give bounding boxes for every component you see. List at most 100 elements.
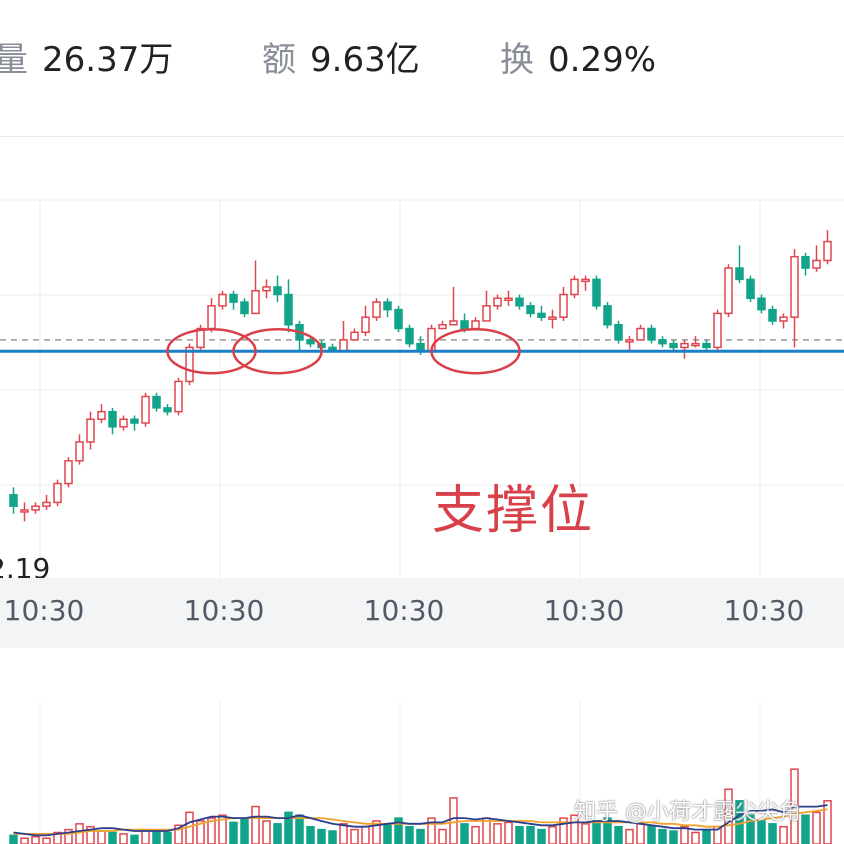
candle-body <box>526 305 535 315</box>
candle-body <box>779 316 788 322</box>
time-tick-label: 10:30 <box>3 594 85 627</box>
candle-body <box>405 327 414 345</box>
volume-bar <box>471 825 480 844</box>
candle-body <box>174 380 183 413</box>
turnover-label: 换 <box>500 40 534 80</box>
time-axis: 10:30 10:30 10:30 10:30 10:30 <box>0 578 844 648</box>
candle-body <box>251 289 260 315</box>
candle-body <box>31 505 40 511</box>
volume-bar <box>207 817 216 844</box>
candles <box>9 230 832 522</box>
candle-body <box>141 395 150 424</box>
volume-bar <box>174 824 183 844</box>
candle-body <box>240 301 249 315</box>
candle-body <box>614 323 623 341</box>
support-circle <box>232 327 323 375</box>
volume-bar <box>20 837 29 844</box>
candle-body <box>746 278 755 300</box>
amount-label: 额 <box>262 40 296 80</box>
candle-body <box>713 312 722 349</box>
moving-average-lines <box>13 804 828 837</box>
volume-bar <box>746 814 755 844</box>
candle-body <box>64 460 73 485</box>
candle-body <box>570 278 579 296</box>
volume-bar <box>284 811 293 844</box>
candle-body <box>207 305 216 330</box>
volume-bar <box>504 821 513 844</box>
turnover-value: 0.29% <box>548 40 657 80</box>
volume-bar <box>636 823 645 844</box>
volume-bar <box>306 825 315 844</box>
candle-body <box>603 305 612 326</box>
time-tick-label: 10:30 <box>543 594 625 627</box>
candle-body <box>724 267 733 315</box>
volume-bar <box>537 828 546 844</box>
volume-bar <box>647 825 656 844</box>
candle-body <box>438 323 447 330</box>
candle-body <box>108 410 117 428</box>
volume-bar <box>482 817 491 844</box>
candle-body <box>42 501 51 507</box>
volume-bar <box>801 814 810 844</box>
volume-stat: 量 26.37万 <box>0 36 173 84</box>
volume-bar <box>218 814 227 844</box>
volume-bar <box>361 825 370 844</box>
volume-bar <box>526 825 535 844</box>
candle-body <box>339 339 348 352</box>
volume-bar <box>658 828 667 844</box>
volume-bar <box>75 823 84 844</box>
candle-body <box>163 407 172 413</box>
candle-body <box>537 312 546 318</box>
candle-body <box>768 308 777 322</box>
volume-label: 量 <box>0 40 28 80</box>
time-tick-label: 10:30 <box>363 594 445 627</box>
volume-bar <box>350 828 359 844</box>
volume-bar <box>339 823 348 844</box>
volume-bar <box>152 830 161 844</box>
candle-body <box>669 342 678 349</box>
candle-body <box>581 278 590 283</box>
candle-body <box>350 331 359 341</box>
candle-body <box>394 308 403 330</box>
support-circle <box>166 327 257 375</box>
volume-bar <box>581 823 590 844</box>
volume-bar <box>449 797 458 844</box>
volume-bar <box>383 823 392 844</box>
volume-bar <box>614 825 623 844</box>
divider <box>0 136 844 137</box>
volume-bar <box>702 828 711 844</box>
candle-body <box>449 320 458 326</box>
volume-bar <box>724 788 733 844</box>
candle-body <box>735 267 744 281</box>
candle-body <box>823 240 832 262</box>
amount-stat: 额 9.63亿 <box>262 36 420 84</box>
support-circle <box>430 327 521 375</box>
candle-body <box>504 297 513 302</box>
candle-body <box>262 286 271 292</box>
volume-bar <box>372 820 381 844</box>
volume-bar <box>460 823 469 844</box>
candle-body <box>471 320 480 330</box>
time-tick-label: 10:30 <box>723 594 805 627</box>
candle-body <box>119 418 128 428</box>
candle-body <box>636 327 645 341</box>
volume-bar <box>823 800 832 844</box>
candle-body <box>229 293 238 303</box>
watermark: 知乎 @小荷才露尖尖角 <box>574 800 801 825</box>
candle-body <box>383 301 392 311</box>
candle-body <box>515 297 524 307</box>
candle-body <box>284 293 293 326</box>
volume-bar <box>251 805 260 844</box>
candle-body <box>152 395 161 409</box>
candle-body <box>460 320 469 330</box>
volume-bar <box>119 833 128 844</box>
volume-bar <box>9 834 18 844</box>
volume-bar <box>295 814 304 844</box>
amount-value: 9.63亿 <box>310 40 420 80</box>
volume-bar <box>130 834 139 844</box>
volume-bar <box>405 825 414 844</box>
ma5-line <box>13 804 828 837</box>
volume-bar <box>779 825 788 844</box>
candle-body <box>20 509 29 513</box>
volume-value: 26.37万 <box>42 40 174 80</box>
